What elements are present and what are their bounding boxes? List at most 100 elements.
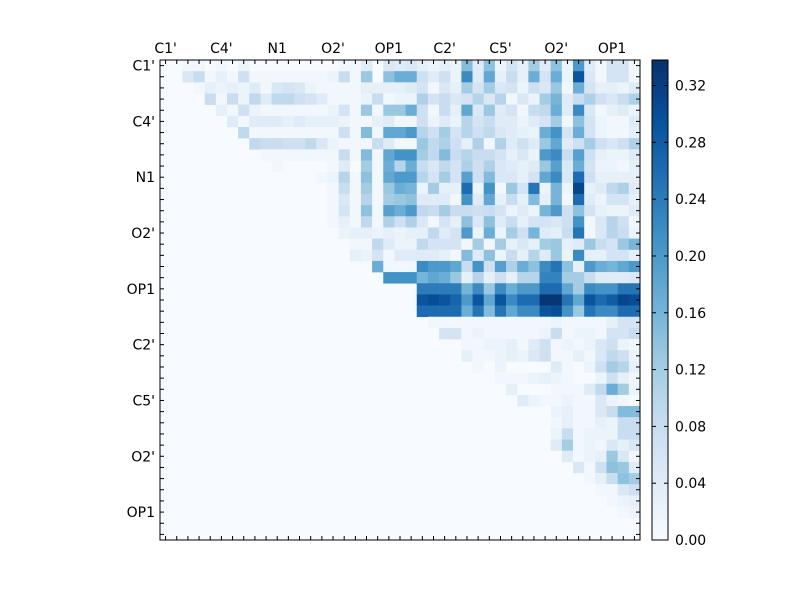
heatmap-cell	[595, 283, 607, 295]
heatmap-cell	[539, 227, 551, 239]
heatmap-cell	[517, 238, 529, 251]
heatmap-cell	[539, 294, 551, 306]
heatmap-cell	[628, 327, 641, 340]
heatmap-cell	[416, 60, 429, 72]
heatmap-cell	[450, 227, 462, 239]
heatmap-cell	[573, 450, 585, 463]
heatmap-cell	[617, 126, 630, 139]
heatmap-cell	[338, 104, 351, 117]
heatmap-cell	[260, 104, 272, 117]
heatmap-cell	[204, 93, 217, 105]
heatmap-cell	[450, 115, 462, 128]
heatmap-cell	[561, 361, 574, 373]
heatmap-cell	[461, 260, 473, 273]
heatmap-cell	[439, 260, 451, 273]
heatmap-cell	[450, 82, 462, 94]
heatmap-cell	[494, 272, 507, 284]
heatmap-cell	[472, 272, 485, 284]
heatmap-cell	[584, 193, 596, 206]
heatmap-cell	[394, 71, 406, 83]
heatmap-cell	[561, 249, 574, 262]
heatmap-cell	[461, 171, 473, 184]
heatmap-cell	[539, 60, 551, 72]
heatmap-cell	[584, 205, 596, 217]
heatmap-cell	[506, 283, 518, 295]
heatmap-cell	[573, 104, 585, 117]
heatmap-cell	[427, 82, 440, 94]
heatmap-cell	[617, 439, 630, 451]
heatmap-cell	[316, 104, 328, 117]
heatmap-cell	[628, 383, 641, 396]
heatmap-cell	[439, 171, 451, 184]
heatmap-cell	[584, 249, 596, 262]
x-tick-label: C2'	[433, 41, 456, 57]
heatmap-cell	[494, 350, 507, 362]
heatmap-cell	[416, 216, 429, 228]
heatmap-cell	[561, 71, 574, 83]
heatmap-cell	[550, 428, 563, 440]
heatmap-cell	[372, 249, 384, 262]
heatmap-cell	[394, 216, 406, 228]
heatmap-cell	[628, 428, 641, 440]
heatmap-cell	[494, 327, 507, 340]
heatmap-cell	[528, 182, 540, 195]
heatmap-cell	[628, 272, 641, 284]
heatmap-cell	[606, 182, 618, 195]
heatmap-cell	[595, 473, 607, 485]
heatmap-cell	[372, 171, 384, 184]
heatmap-cell	[628, 439, 641, 451]
heatmap-cell	[483, 350, 496, 362]
heatmap-cell	[539, 115, 551, 128]
heatmap-cell	[617, 272, 630, 284]
heatmap-cell	[416, 138, 429, 150]
heatmap-cell	[226, 71, 239, 83]
heatmap-cell	[416, 193, 429, 206]
heatmap-cell	[405, 182, 418, 195]
heatmap-cell	[539, 82, 551, 94]
heatmap-cell	[606, 171, 618, 184]
heatmap-cell	[517, 339, 529, 351]
heatmap-cell	[450, 160, 462, 172]
heatmap-cell	[439, 327, 451, 340]
heatmap-cell	[517, 93, 529, 105]
heatmap-cell	[561, 283, 574, 295]
heatmap-cell	[550, 294, 563, 306]
heatmap-cell	[506, 182, 518, 195]
heatmap-cell	[372, 238, 384, 251]
heatmap-cell	[584, 383, 596, 396]
heatmap-cell	[628, 182, 641, 195]
heatmap-cell	[271, 160, 284, 172]
heatmap-cell	[573, 316, 585, 329]
heatmap-cell	[394, 126, 406, 139]
heatmap-cell	[427, 160, 440, 172]
heatmap-cell	[517, 205, 529, 217]
heatmap-cell	[584, 71, 596, 83]
heatmap-cell	[584, 305, 596, 318]
heatmap-cell	[628, 305, 641, 318]
heatmap-cell	[506, 138, 518, 150]
heatmap-cell	[506, 249, 518, 262]
heatmap-cell	[193, 82, 205, 94]
heatmap-cell	[628, 171, 641, 184]
heatmap-cell	[506, 193, 518, 206]
heatmap-cell	[327, 182, 339, 195]
heatmap-cell	[573, 238, 585, 251]
heatmap-cell	[606, 160, 618, 172]
heatmap-cell	[483, 283, 496, 295]
heatmap-cell	[628, 227, 641, 239]
heatmap-cell	[606, 60, 618, 72]
heatmap-cell	[584, 60, 596, 72]
heatmap-cell	[394, 82, 406, 94]
heatmap-cell	[595, 249, 607, 262]
heatmap-cell	[483, 205, 496, 217]
heatmap-cell	[226, 82, 239, 94]
heatmap-cell	[550, 327, 563, 340]
heatmap-cell	[506, 104, 518, 117]
heatmap-cell	[439, 249, 451, 262]
heatmap-cell	[450, 193, 462, 206]
heatmap-cell	[483, 227, 496, 239]
heatmap-cell	[617, 305, 630, 318]
heatmap-cell	[360, 171, 373, 184]
heatmap-cell	[349, 82, 362, 94]
heatmap-cell	[249, 138, 261, 150]
